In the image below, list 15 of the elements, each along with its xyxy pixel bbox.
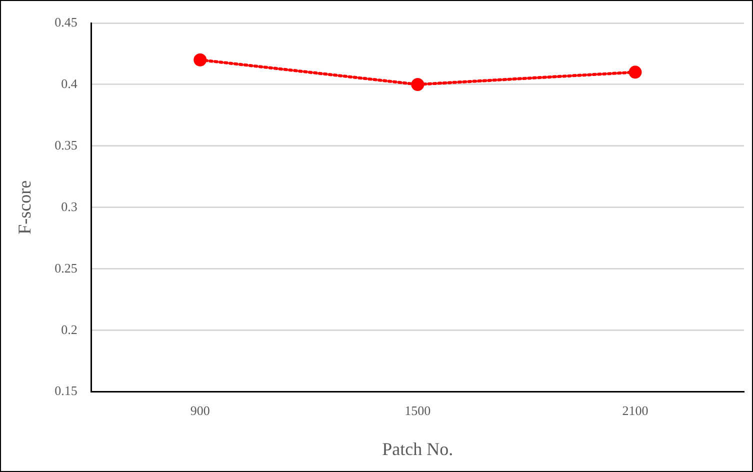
x-axis-title: Patch No. <box>382 438 454 459</box>
x-tick-label: 1500 <box>404 403 431 418</box>
y-axis-title: F-score <box>14 180 35 234</box>
y-tick-label: 0.35 <box>54 137 78 152</box>
x-tick-label: 900 <box>190 403 210 418</box>
y-tick-label: 0.15 <box>54 383 78 398</box>
x-tick-label: 2100 <box>622 403 648 418</box>
y-tick-label: 0.2 <box>61 322 78 337</box>
point <box>411 78 424 91</box>
y-tick-label: 0.4 <box>61 76 78 91</box>
point <box>628 66 642 79</box>
y-tick-label: 0.45 <box>54 14 78 30</box>
point <box>194 53 207 66</box>
y-tick-label: 0.3 <box>61 198 78 214</box>
y-tick-label: 0.25 <box>54 260 78 276</box>
